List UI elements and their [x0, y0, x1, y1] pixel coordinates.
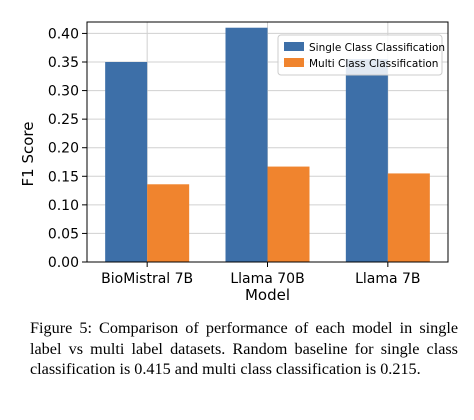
bar: [105, 62, 148, 262]
y-tick-label: 0.35: [48, 55, 79, 71]
x-tick-label: BioMistral 7B: [101, 271, 193, 287]
y-tick-label: 0.20: [48, 141, 79, 157]
y-tick-label: 0.10: [48, 198, 79, 214]
bar: [345, 59, 388, 263]
bar-chart: 0.00 0.05 0.10 0.15 0.20 0.25 0.30 0.35 0.40 Bio…: [19, 21, 449, 300]
x-tick-label: Llama 70B: [230, 271, 304, 287]
y-tick-label: 0.30: [48, 84, 79, 100]
legend-box: [277, 34, 443, 76]
y-tick-label: 0.15: [48, 169, 79, 185]
bar: [267, 166, 310, 262]
y-tick-label: 0.40: [48, 26, 79, 42]
legend-label: Multi Class Classification: [309, 58, 438, 70]
bar: [387, 173, 430, 262]
x-tick-label: Llama 7B: [355, 271, 420, 287]
bars: [105, 27, 430, 263]
y-tick-label: 0.05: [48, 226, 79, 242]
legend-label: Single Class Classification: [309, 42, 445, 54]
y-tick-label: 0.00: [48, 255, 79, 271]
y-ticks: 0.00 0.05 0.10 0.15 0.20 0.25 0.30 0.35 0.40: [48, 26, 87, 271]
legend-swatch: [284, 58, 304, 67]
x-ticks: BioMistral 7B Llama 70B Llama 7B: [101, 262, 421, 287]
bar: [147, 184, 190, 262]
x-axis-label: Model: [245, 286, 290, 300]
bar: [225, 27, 268, 263]
legend-swatch: [284, 42, 304, 51]
y-tick-label: 0.25: [48, 112, 79, 128]
legend: Single Class Classification Multi Class C…: [277, 34, 445, 76]
y-axis-label: F1 Score: [19, 122, 37, 187]
figure-caption: Figure 5: Comparison of performance of e…: [30, 319, 458, 378]
